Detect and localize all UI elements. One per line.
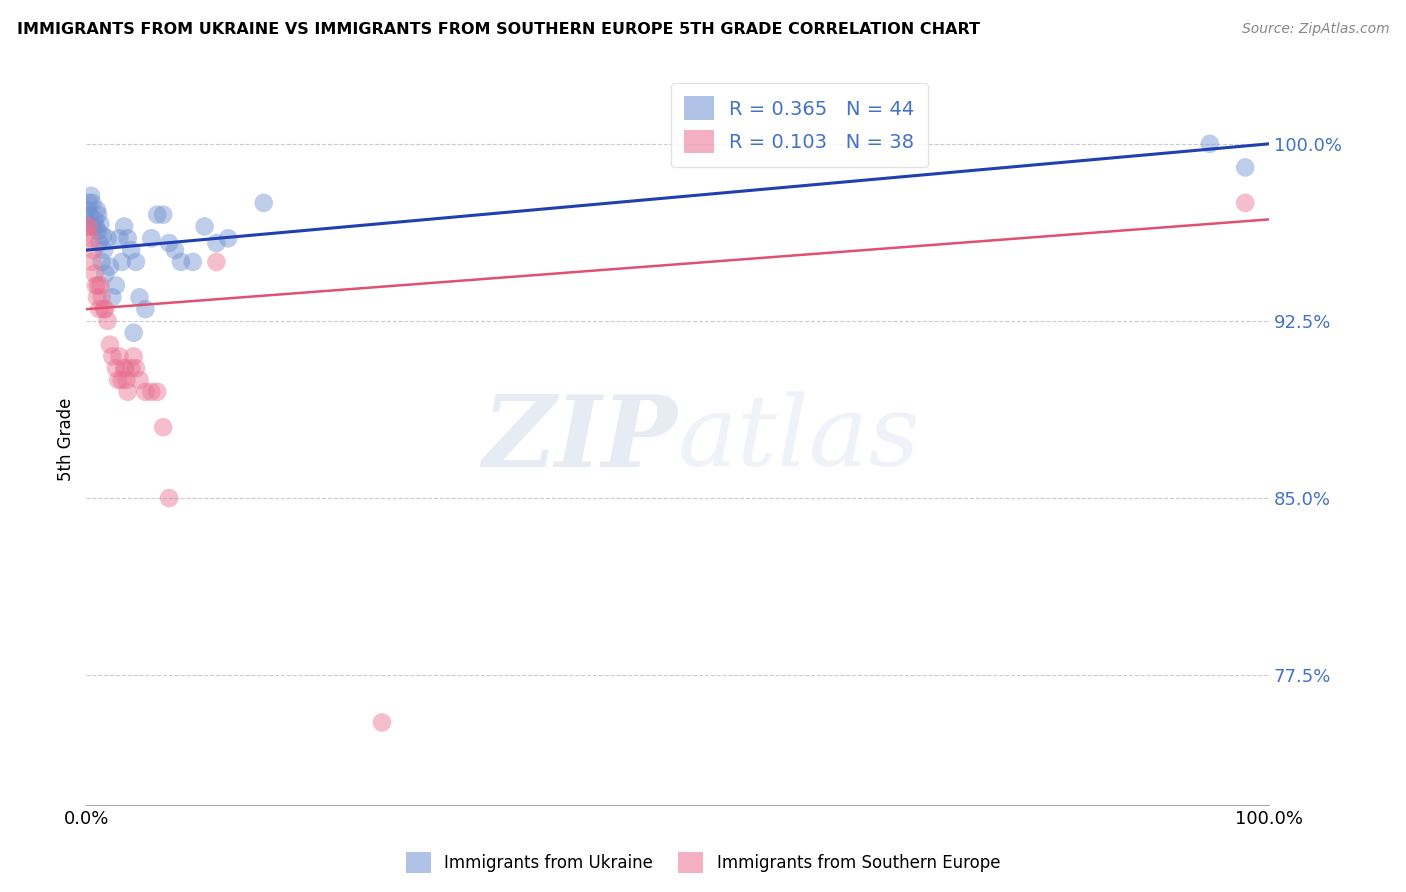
Point [94, 267, 117, 281]
Point [104, 361, 127, 376]
Point [83, 267, 105, 281]
Point [87, 224, 110, 238]
Point [89, 217, 111, 231]
Point [111, 373, 134, 387]
Text: IMMIGRANTS FROM UKRAINE VS IMMIGRANTS FROM SOUTHERN EUROPE 5TH GRADE CORRELATION: IMMIGRANTS FROM UKRAINE VS IMMIGRANTS FR… [17, 22, 980, 37]
Point [82, 255, 104, 269]
Point [1198, 136, 1220, 151]
Point [76, 219, 98, 234]
Point [87, 278, 110, 293]
Point [79, 208, 101, 222]
Point [98, 337, 121, 351]
Point [76, 202, 98, 217]
Point [82, 243, 104, 257]
Point [152, 420, 174, 434]
Point [170, 255, 193, 269]
Point [157, 491, 180, 505]
Point [1234, 161, 1257, 175]
Point [114, 361, 136, 376]
Text: atlas: atlas [678, 392, 921, 487]
Point [117, 231, 139, 245]
Text: ZIP: ZIP [482, 391, 678, 487]
Point [82, 195, 104, 210]
Point [83, 212, 105, 227]
Point [101, 350, 124, 364]
Point [75, 227, 97, 241]
Point [117, 384, 139, 399]
Point [152, 208, 174, 222]
Point [134, 302, 156, 317]
Point [157, 235, 180, 250]
Point [112, 219, 135, 234]
Point [87, 208, 110, 222]
Point [93, 302, 115, 317]
Point [181, 255, 204, 269]
Point [122, 326, 145, 340]
Text: Source: ZipAtlas.com: Source: ZipAtlas.com [1241, 22, 1389, 37]
Point [89, 278, 111, 293]
Point [107, 373, 129, 387]
Point [111, 255, 134, 269]
Point [163, 243, 186, 257]
Point [89, 235, 111, 250]
Point [1234, 195, 1257, 210]
Point [80, 231, 103, 245]
Point [122, 350, 145, 364]
Point [101, 290, 124, 304]
Point [134, 384, 156, 399]
Point [193, 219, 215, 234]
Point [75, 212, 97, 227]
Point [77, 195, 100, 210]
Point [91, 228, 114, 243]
Legend: Immigrants from Ukraine, Immigrants from Southern Europe: Immigrants from Ukraine, Immigrants from… [399, 846, 1007, 880]
Point [97, 231, 120, 245]
Point [128, 373, 150, 387]
Point [93, 243, 115, 257]
Y-axis label: 5th Grade: 5th Grade [58, 397, 75, 481]
Point [128, 290, 150, 304]
Point [108, 231, 131, 245]
Point [205, 235, 228, 250]
Point [125, 255, 148, 269]
Point [120, 361, 142, 376]
Point [217, 231, 239, 245]
Point [97, 314, 120, 328]
Point [77, 219, 100, 234]
Point [84, 219, 107, 234]
Point [94, 302, 117, 317]
Legend: R = 0.365   N = 44, R = 0.103   N = 38: R = 0.365 N = 44, R = 0.103 N = 38 [671, 83, 928, 167]
Point [90, 290, 112, 304]
Point [80, 188, 103, 202]
Point [205, 255, 228, 269]
Point [253, 195, 276, 210]
Point [86, 202, 108, 217]
Point [84, 278, 107, 293]
Point [89, 302, 111, 317]
Point [108, 350, 131, 364]
Point [82, 219, 104, 234]
Point [115, 373, 138, 387]
Point [112, 361, 135, 376]
Point [146, 384, 169, 399]
Point [120, 243, 142, 257]
Point [98, 260, 121, 274]
Point [104, 278, 127, 293]
Point [125, 361, 148, 376]
Point [146, 208, 169, 222]
Point [90, 255, 112, 269]
Point [141, 384, 163, 399]
Point [86, 290, 108, 304]
Point [141, 231, 163, 245]
Point [371, 715, 394, 730]
